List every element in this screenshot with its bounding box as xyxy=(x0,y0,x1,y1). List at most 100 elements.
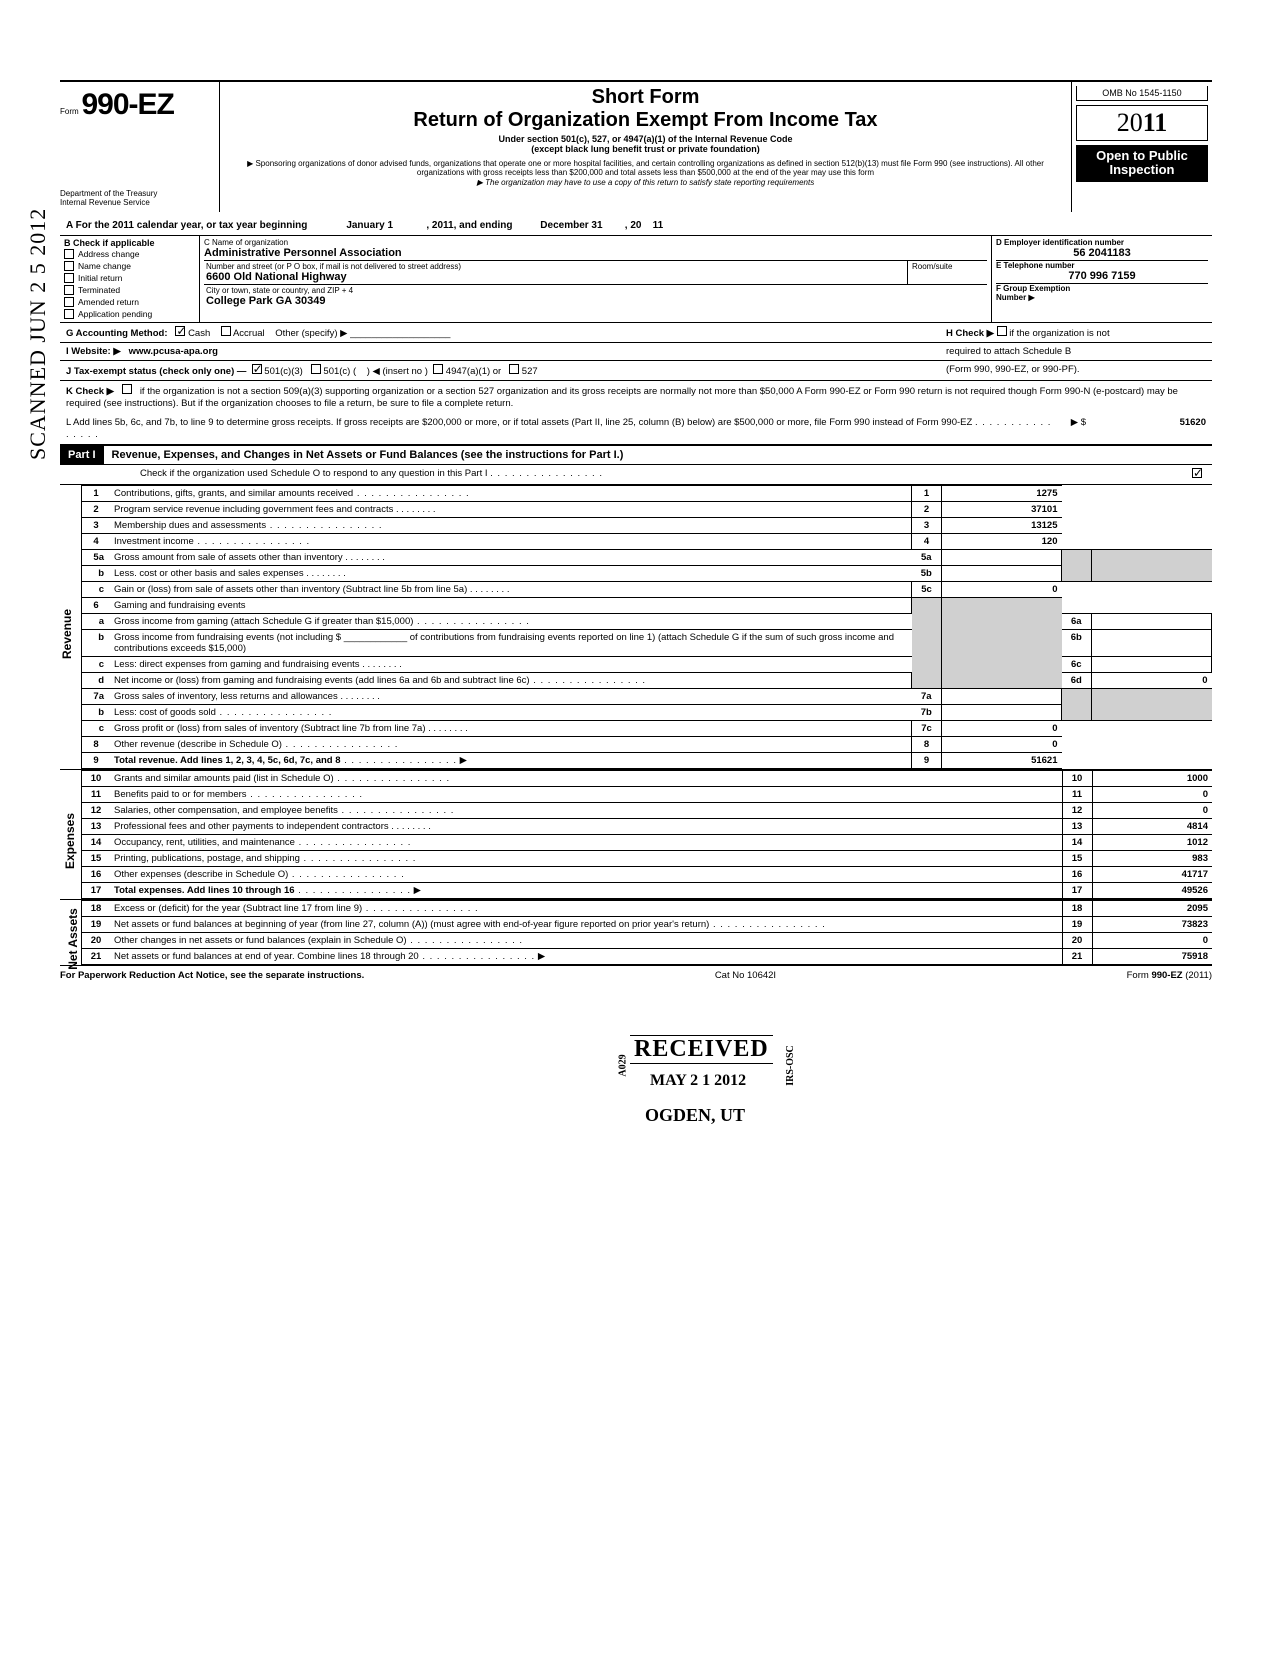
j-label: J Tax-exempt status (check only one) — xyxy=(66,366,246,377)
f-label1: F Group Exemption xyxy=(996,284,1208,293)
bcdef-row: B Check if applicable Address change Nam… xyxy=(60,236,1212,323)
expenses-section: Expenses 10Grants and similar amounts pa… xyxy=(60,770,1212,900)
line-3: 3Membership dues and assessments313125 xyxy=(82,517,1212,533)
h-label3: required to attach Schedule B xyxy=(946,346,1206,357)
l-arrow: ▶ $ xyxy=(1056,417,1086,442)
part1-check-text: Check if the organization used Schedule … xyxy=(140,468,488,479)
footer-right: Form 990-EZ (2011) xyxy=(1127,970,1212,981)
part1-check-row: Check if the organization used Schedule … xyxy=(60,465,1212,484)
ein: 56 2041183 xyxy=(996,247,1208,259)
open-to-inspection: Open to Public Inspection xyxy=(1076,145,1208,182)
footer-cat: Cat No 10642I xyxy=(715,970,776,981)
line-21: 21Net assets or fund balances at end of … xyxy=(82,948,1212,964)
stamp-left-code: A029 xyxy=(618,1054,629,1076)
line-7a: 7aGross sales of inventory, less returns… xyxy=(82,688,1212,704)
expenses-table: 10Grants and similar amounts paid (list … xyxy=(82,770,1212,899)
f-label2: Number ▶ xyxy=(996,293,1208,302)
g-other: Other (specify) ▶ xyxy=(275,328,347,339)
b-checklist: Address change Name change Initial retur… xyxy=(64,248,195,320)
line-18: 18Excess or (deficit) for the year (Subt… xyxy=(82,900,1212,916)
g-accrual: Accrual xyxy=(233,328,265,339)
chk-h[interactable] xyxy=(997,326,1007,336)
chk-schedule-o[interactable] xyxy=(1192,468,1202,478)
gh-row: G Accounting Method: Cash Accrual Other … xyxy=(60,323,1212,343)
chk-501c[interactable] xyxy=(311,364,321,374)
chk-k[interactable] xyxy=(122,384,132,394)
netassets-sidelabel: Net Assets xyxy=(60,900,82,965)
form-prefix: Form xyxy=(60,107,79,116)
line-14: 14Occupancy, rent, utilities, and mainte… xyxy=(82,834,1212,850)
chk-527[interactable] xyxy=(509,364,519,374)
part1-title: Revenue, Expenses, and Changes in Net As… xyxy=(104,446,1212,464)
opt-amended: Amended return xyxy=(78,297,139,307)
j-o1: 501(c)(3) xyxy=(264,366,303,377)
chk-4947[interactable] xyxy=(433,364,443,374)
omb-number: OMB No 1545-1150 xyxy=(1076,86,1208,101)
h-label2: if the organization is not xyxy=(1009,328,1109,339)
website: www.pcusa-apa.org xyxy=(129,346,218,357)
footer-left: For Paperwork Reduction Act Notice, see … xyxy=(60,970,364,981)
k-row: K Check ▶ if the organization is not a s… xyxy=(60,381,1212,414)
b-label: B Check if applicable xyxy=(64,238,195,248)
opt-app-pending: Application pending xyxy=(78,309,152,319)
col-c: C Name of organization Administrative Pe… xyxy=(200,236,992,322)
line-10: 10Grants and similar amounts paid (list … xyxy=(82,770,1212,786)
h-label4: (Form 990, 990-EZ, or 990-PF). xyxy=(946,364,1206,377)
chk-accrual[interactable] xyxy=(221,326,231,336)
l-row: L Add lines 5b, 6c, and 7b, to line 9 to… xyxy=(60,414,1212,446)
line-12: 12Salaries, other compensation, and empl… xyxy=(82,802,1212,818)
part1-header-row: Part I Revenue, Expenses, and Changes in… xyxy=(60,445,1212,465)
line-5c: cGain or (loss) from sale of assets othe… xyxy=(82,581,1212,597)
chk-app-pending[interactable] xyxy=(64,309,74,319)
opt-name-change: Name change xyxy=(78,261,131,271)
chk-name-change[interactable] xyxy=(64,261,74,271)
col-b: B Check if applicable Address change Nam… xyxy=(60,236,200,322)
oti-line1: Open to Public xyxy=(1078,149,1206,163)
opt-address-change: Address change xyxy=(78,249,139,259)
line-8: 8Other revenue (describe in Schedule O)8… xyxy=(82,736,1212,752)
chk-terminated[interactable] xyxy=(64,285,74,295)
line-19: 19Net assets or fund balances at beginni… xyxy=(82,916,1212,932)
revenue-section: Revenue 1Contributions, gifts, grants, a… xyxy=(60,485,1212,770)
j-o3: 4947(a)(1) or xyxy=(446,366,501,377)
oti-line2: Inspection xyxy=(1078,163,1206,177)
title-short-form: Short Form xyxy=(230,86,1061,109)
line-5a: 5aGross amount from sale of assets other… xyxy=(82,549,1212,565)
org-address: 6600 Old National Highway xyxy=(206,271,905,283)
line-7b: bLess: cost of goods sold7b xyxy=(82,704,1212,720)
org-name: Administrative Personnel Association xyxy=(204,247,987,259)
page-footer: For Paperwork Reduction Act Notice, see … xyxy=(60,965,1212,985)
line-a-mid: , 2011, and ending xyxy=(426,220,512,231)
opt-terminated: Terminated xyxy=(78,285,120,295)
chk-initial-return[interactable] xyxy=(64,273,74,283)
form-header: Form 990-EZ Department of the Treasury I… xyxy=(60,80,1212,212)
header-center: Short Form Return of Organization Exempt… xyxy=(220,82,1072,212)
l-text: L Add lines 5b, 6c, and 7b, to line 9 to… xyxy=(66,417,972,428)
stamp-received: RECEIVED xyxy=(630,1035,773,1064)
chk-amended[interactable] xyxy=(64,297,74,307)
chk-501c3[interactable] xyxy=(252,364,262,374)
chk-cash[interactable] xyxy=(175,326,185,336)
subtitle-2: (except black lung benefit trust or priv… xyxy=(230,144,1061,154)
subtitle-1: Under section 501(c), 527, or 4947(a)(1)… xyxy=(230,134,1061,144)
j-o2b: ) ◀ (insert no ) xyxy=(367,366,428,377)
line-9: 9Total revenue. Add lines 1, 2, 3, 4, 5c… xyxy=(82,752,1212,768)
org-city: College Park GA 30349 xyxy=(206,295,985,307)
g-label: G Accounting Method: xyxy=(66,328,168,339)
header-note-1: ▶ Sponsoring organizations of donor advi… xyxy=(230,160,1061,178)
opt-initial-return: Initial return xyxy=(78,273,122,283)
year-bold: 11 xyxy=(1143,108,1168,137)
header-left: Form 990-EZ Department of the Treasury I… xyxy=(60,82,220,212)
line-1: 1Contributions, gifts, grants, and simil… xyxy=(82,485,1212,501)
d-label: D Employer identification number xyxy=(996,238,1208,247)
chk-address-change[interactable] xyxy=(64,249,74,259)
line-5b: bLess. cost or other basis and sales exp… xyxy=(82,565,1212,581)
city-label: City or town, state or country, and ZIP … xyxy=(206,286,985,295)
line-a-begin: January 1 xyxy=(346,220,393,231)
phone: 770 996 7159 xyxy=(996,270,1208,282)
scanned-stamp: SCANNED JUN 2 5 2012 xyxy=(25,208,51,460)
j-o4: 527 xyxy=(522,366,538,377)
expenses-sidelabel: Expenses xyxy=(60,770,82,899)
header-note-2: ▶ The organization may have to use a cop… xyxy=(230,178,1061,187)
line-11: 11Benefits paid to or for members110 xyxy=(82,786,1212,802)
